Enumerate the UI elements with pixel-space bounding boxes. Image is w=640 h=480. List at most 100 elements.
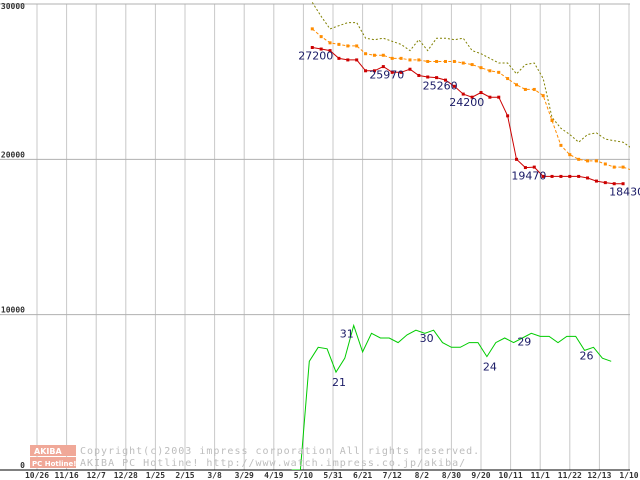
y-tick-label: 0: [20, 461, 25, 470]
y-tick-labels: 0 10000 20000 30000: [1, 2, 25, 470]
data-point-lowest: [381, 65, 385, 69]
data-point-lowest: [364, 69, 368, 73]
data-point-lowest: [408, 67, 412, 71]
x-tick-label: 5/31: [323, 471, 342, 480]
data-point-average: [515, 83, 519, 87]
x-tick-label: 2/15: [175, 471, 194, 480]
data-point-lowest: [506, 114, 510, 118]
data-point-average: [310, 27, 314, 31]
data-point-average: [381, 53, 385, 57]
series-max: [311, 2, 630, 148]
data-label: 25970: [369, 69, 404, 82]
data-label: 30: [420, 332, 434, 345]
data-point-average: [479, 66, 483, 70]
data-point-average: [559, 143, 563, 147]
data-labels: 27200 25970 25260 24200 19470 18430 21 31 30 24 29…: [298, 49, 640, 389]
logo-bottom-text: PC Hotline!: [32, 460, 76, 468]
data-point-average: [399, 56, 403, 60]
data-point-lowest: [461, 92, 465, 96]
data-point-lowest: [372, 69, 376, 73]
data-point-average: [532, 87, 536, 91]
x-tick-label: 9/20: [471, 471, 490, 480]
x-tick-labels: 10/26 11/16 12/7 12/28 1/25 2/15 3/8 3/29 4/19 5/…: [25, 471, 639, 480]
data-point-average: [612, 165, 616, 169]
copyright-line-2: AKIBA PC Hotline! http://www.watch.impre…: [80, 458, 466, 469]
x-tick-label: 11/22: [558, 471, 582, 480]
data-point-average: [630, 169, 633, 172]
data-point-average: [461, 61, 465, 65]
data-point-lowest: [559, 174, 563, 178]
x-tick-label: 8/30: [442, 471, 461, 480]
data-point-average: [594, 159, 598, 163]
x-tick-label: 10/11: [499, 471, 523, 480]
data-point-lowest: [515, 157, 519, 161]
y-tick-label: 20000: [1, 150, 25, 159]
data-point-lowest: [532, 165, 536, 169]
data-point-lowest: [346, 58, 350, 62]
data-point-average: [328, 41, 332, 45]
x-tick-label: 12/7: [87, 471, 106, 480]
data-point-average: [488, 69, 492, 73]
series-line-max: [311, 2, 630, 148]
x-tick-label: 12/28: [114, 471, 138, 480]
data-label: 27200: [298, 49, 333, 62]
data-point-lowest: [621, 182, 625, 186]
data-point-lowest: [470, 95, 474, 99]
data-point-average: [319, 35, 323, 39]
data-point-average: [408, 58, 412, 62]
x-tick-label: 1/25: [146, 471, 165, 480]
x-tick-label: 11/16: [55, 471, 79, 480]
data-label: 25260: [423, 80, 458, 93]
data-point-average: [355, 44, 359, 48]
x-tick-label: 7/12: [383, 471, 402, 480]
data-label: 24200: [449, 96, 484, 109]
data-label: 19470: [511, 170, 546, 183]
watermark: AKIBA PC Hotline! Copyright(c)2003 impre…: [30, 445, 480, 469]
x-tick-label: 12/13: [587, 471, 611, 480]
x-tick-label: 3/8: [207, 471, 222, 480]
data-point-average: [497, 70, 501, 74]
data-label: 18430: [609, 186, 640, 199]
akiba-logo: AKIBA PC Hotline!: [30, 445, 76, 468]
data-point-average: [506, 77, 510, 81]
series-shops: [291, 323, 612, 470]
data-point-average: [443, 59, 447, 63]
data-point-average: [372, 53, 376, 57]
data-point-lowest: [586, 176, 590, 180]
data-point-lowest: [310, 45, 314, 49]
series-line-lowest: [312, 47, 624, 185]
data-label: 31: [340, 328, 354, 341]
data-point-lowest: [337, 56, 341, 60]
data-point-average: [390, 56, 394, 60]
grid: [0, 3, 630, 471]
data-point-lowest: [550, 174, 554, 178]
data-label: 26: [579, 349, 593, 362]
data-point-lowest: [328, 49, 332, 53]
y-tick-label: 10000: [1, 306, 25, 315]
data-label: 29: [517, 335, 531, 348]
x-tick-label: 10/26: [25, 471, 49, 480]
data-point-lowest: [443, 78, 447, 82]
data-point-average: [470, 63, 474, 67]
data-point-lowest: [612, 182, 616, 186]
data-label: 24: [483, 361, 497, 374]
data-point-lowest: [417, 73, 421, 77]
data-point-average: [346, 44, 350, 48]
series-lowest: [310, 45, 625, 186]
data-point-lowest: [488, 95, 492, 99]
x-tick-label: 8/2: [415, 471, 430, 480]
data-label: 21: [332, 376, 346, 389]
logo-top-text: AKIBA: [34, 447, 62, 456]
data-point-average: [621, 165, 625, 169]
copyright-line-1: Copyright(c)2003 impress corporation All…: [80, 446, 480, 457]
data-point-lowest: [390, 70, 394, 74]
data-point-lowest: [577, 174, 581, 178]
data-point-lowest: [399, 70, 403, 74]
data-point-average: [452, 59, 456, 63]
data-point-lowest: [479, 91, 483, 95]
data-point-lowest: [497, 95, 501, 99]
data-point-lowest: [541, 174, 545, 178]
data-point-lowest: [523, 166, 527, 170]
series-group: [291, 2, 633, 470]
